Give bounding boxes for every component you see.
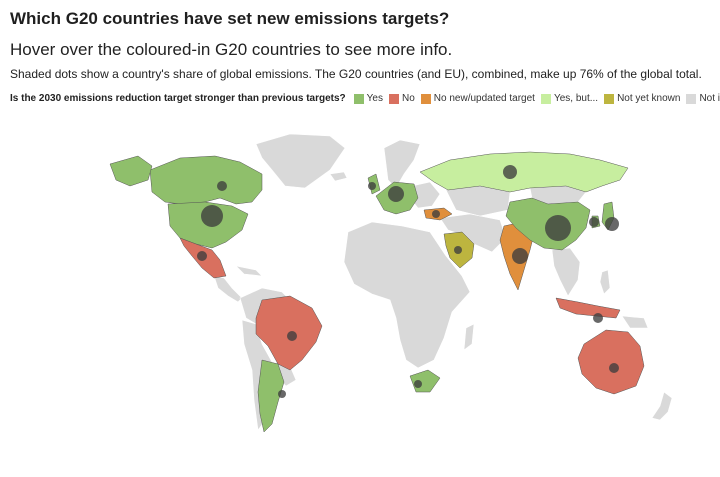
legend-label: Not yet known	[617, 93, 681, 104]
world-map	[109, 133, 673, 433]
emission-dot-china	[545, 215, 571, 241]
legend-label: Not in G20	[699, 93, 720, 104]
legend-label: No	[401, 93, 415, 104]
legend-label: No new/updated target	[433, 93, 535, 104]
emission-dot-indonesia	[593, 313, 603, 323]
emission-dot-saudi-arabia	[454, 246, 462, 254]
page-subtitle: Hover over the coloured-in G20 countries…	[10, 40, 453, 59]
emission-dot-russia	[503, 165, 517, 179]
country-south-africa[interactable]	[409, 369, 441, 393]
emission-dot-argentina	[278, 390, 286, 398]
emission-dot-australia	[609, 363, 619, 373]
legend-swatch	[353, 93, 364, 104]
emission-dot-south-africa	[414, 380, 422, 388]
legend-label: Yes, but...	[553, 93, 599, 104]
page-description: Shaded dots show a country's share of gl…	[10, 67, 702, 81]
country-madagascar	[463, 323, 475, 351]
emission-dot-uk	[368, 182, 376, 190]
emission-dot-turkey	[432, 210, 440, 218]
country-philippines	[599, 269, 611, 295]
country-caribbean	[235, 265, 263, 277]
legend-item-not-in-g20: Not in G20	[686, 93, 720, 104]
legend-question: Is the 2030 emissions reduction target s…	[10, 93, 346, 104]
legend-swatch	[604, 93, 615, 104]
emission-dot-india	[512, 248, 528, 264]
emission-dot-mexico	[197, 251, 207, 261]
legend-swatch	[388, 93, 399, 104]
country-argentina[interactable]	[257, 359, 285, 433]
emission-share-dots	[197, 165, 619, 398]
legend-swatch	[686, 93, 697, 104]
legend-item-not-yet-known: Not yet known	[604, 93, 680, 104]
country-greenland	[255, 133, 346, 189]
emission-dot-japan	[605, 217, 619, 231]
legend-label: Yes	[366, 93, 383, 104]
emission-dot-brazil	[287, 331, 297, 341]
legend-swatch	[540, 93, 551, 104]
legend-swatch	[420, 93, 431, 104]
country-alaska[interactable]	[109, 155, 153, 187]
g20-countries	[109, 151, 645, 433]
country-indonesia[interactable]	[555, 297, 621, 319]
emission-dot-usa	[201, 205, 223, 227]
legend-item-no: No	[388, 93, 415, 104]
country-iceland	[329, 171, 348, 182]
emission-dot-canada	[217, 181, 227, 191]
emission-dot-eu	[388, 186, 404, 202]
legend-item-no-new-target: No new/updated target	[420, 93, 535, 104]
country-papua-new-guinea	[621, 315, 649, 329]
country-new-zealand	[651, 391, 673, 421]
page-title: Which G20 countries have set new emissio…	[10, 9, 450, 28]
country-central-asia	[445, 185, 511, 217]
country-central-america	[213, 275, 243, 303]
country-southeast-asia	[551, 247, 581, 297]
country-australia[interactable]	[577, 329, 645, 395]
country-russia[interactable]	[419, 151, 629, 193]
legend: Is the 2030 emissions reduction target s…	[10, 93, 720, 104]
legend-item-yes-but: Yes, but...	[540, 93, 599, 104]
country-africa	[343, 221, 471, 369]
emission-dot-south-korea	[589, 217, 599, 227]
legend-item-yes: Yes	[353, 93, 383, 104]
country-canada[interactable]	[149, 155, 263, 205]
country-scandinavia	[383, 139, 421, 189]
